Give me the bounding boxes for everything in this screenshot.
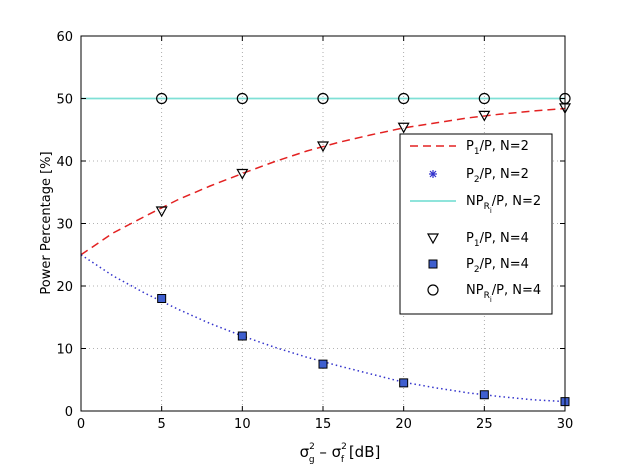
legend: P1/P, N=2 P2/P, N=2 NPRi/P, N=2 P1/P, N=… xyxy=(399,133,553,315)
point-npn4-25 xyxy=(478,92,490,105)
legend-p2n2-b: /P, N=2 xyxy=(480,167,529,182)
legend-p1n4-a: P xyxy=(466,231,474,246)
series-layer xyxy=(80,92,572,407)
point-p1n4-15 xyxy=(316,141,330,153)
legend-sample-npn4 xyxy=(427,284,439,296)
axis-ticks: 0 5 10 15 20 25 30 0 10 20 30 40 50 60 xyxy=(56,30,573,432)
x-label-unit: [dB] xyxy=(344,443,380,461)
point-p2n4-10 xyxy=(237,331,247,341)
legend-sample-p2n2 xyxy=(429,170,437,178)
legend-npn2-a: NP xyxy=(466,194,484,209)
legend-npn2-b: /P, N=2 xyxy=(492,194,541,209)
legend-p2n4-a: P xyxy=(466,257,474,272)
tick-label-x-5: 5 xyxy=(158,417,166,432)
legend-label-npr-n2: NPRi/P, N=2 xyxy=(466,194,541,215)
point-npn4-15 xyxy=(317,92,329,105)
x-label-sup-2: 2 xyxy=(341,442,347,452)
series-line-p1n2 xyxy=(80,107,566,256)
x-axis-label: σ2 g – σ2 f [dB] xyxy=(300,442,381,465)
legend-p2n2-a: P xyxy=(466,167,474,182)
legend-npn4-subsub: i xyxy=(490,296,492,304)
point-p2n4-20 xyxy=(399,378,409,388)
legend-label-p1-n4: P1/P, N=4 xyxy=(466,231,529,249)
legend-p1n2-a: P xyxy=(466,139,474,154)
legend-p1n4-sub: 1 xyxy=(474,239,480,249)
tick-label-y-0: 0 xyxy=(65,405,73,420)
legend-npn4-sub: R xyxy=(484,291,490,301)
point-p1n4-20 xyxy=(397,122,410,134)
x-label-sup-1: 2 xyxy=(309,442,315,452)
x-label-sub-2: f xyxy=(341,455,345,465)
legend-samples xyxy=(410,145,456,296)
y-axis-label: Power Percentage [%] xyxy=(39,151,54,294)
tick-label-x-0: 0 xyxy=(77,417,85,432)
tick-label-y-60: 60 xyxy=(56,30,73,45)
point-p1n4-10 xyxy=(236,168,249,180)
legend-label-p2-n4: P2/P, N=4 xyxy=(466,257,529,275)
tick-label-y-20: 20 xyxy=(56,280,73,295)
legend-npn2-subsub: i xyxy=(490,207,492,215)
legend-npn2-sub: R xyxy=(484,202,490,212)
point-p2n4-15 xyxy=(318,359,328,369)
legend-p2n4-b: /P, N=4 xyxy=(480,257,529,272)
legend-label-p1-n2: P1/P, N=2 xyxy=(466,139,529,157)
legend-sample-p1n4 xyxy=(426,233,440,245)
legend-p2n2-sub: 2 xyxy=(474,175,480,185)
legend-sample-p2n4 xyxy=(428,259,438,269)
x-label-sub-1: g xyxy=(309,455,315,465)
legend-npn4-b: /P, N=4 xyxy=(492,283,541,298)
point-p1n4-25 xyxy=(478,110,491,122)
point-npn4-10 xyxy=(236,92,248,105)
tick-label-y-30: 30 xyxy=(56,218,73,233)
legend-label-npr-n4: NPRi/P, N=4 xyxy=(466,283,541,304)
point-p1n4-5 xyxy=(155,206,168,218)
legend-sample-p2n2-stroke-3 xyxy=(429,170,437,178)
tick-label-y-10: 10 xyxy=(56,343,73,358)
legend-npn4-a: NP xyxy=(466,283,484,298)
legend-label-p2-n2: P2/P, N=2 xyxy=(466,167,529,185)
legend-p1n2-b: /P, N=2 xyxy=(480,139,529,154)
legend-p2n4-sub: 2 xyxy=(474,265,480,275)
tick-label-x-15: 15 xyxy=(315,417,332,432)
tick-label-y-40: 40 xyxy=(56,155,73,170)
point-p2n4-25 xyxy=(479,390,489,400)
x-label-mid: – σ xyxy=(315,443,342,461)
x-label-sigma-1: σ xyxy=(300,443,310,461)
legend-p1n4-b: /P, N=4 xyxy=(480,231,529,246)
point-p2n4-5 xyxy=(157,294,167,303)
legend-box xyxy=(399,133,553,315)
tick-label-x-10: 10 xyxy=(234,417,251,432)
point-npn4-5 xyxy=(156,92,168,105)
tick-label-x-20: 20 xyxy=(395,417,412,432)
tick-label-x-25: 25 xyxy=(476,417,493,432)
point-npn4-20 xyxy=(398,92,410,105)
tick-label-y-50: 50 xyxy=(56,93,73,108)
legend-p1n2-sub: 1 xyxy=(474,147,480,157)
tick-label-x-30: 30 xyxy=(557,417,574,432)
